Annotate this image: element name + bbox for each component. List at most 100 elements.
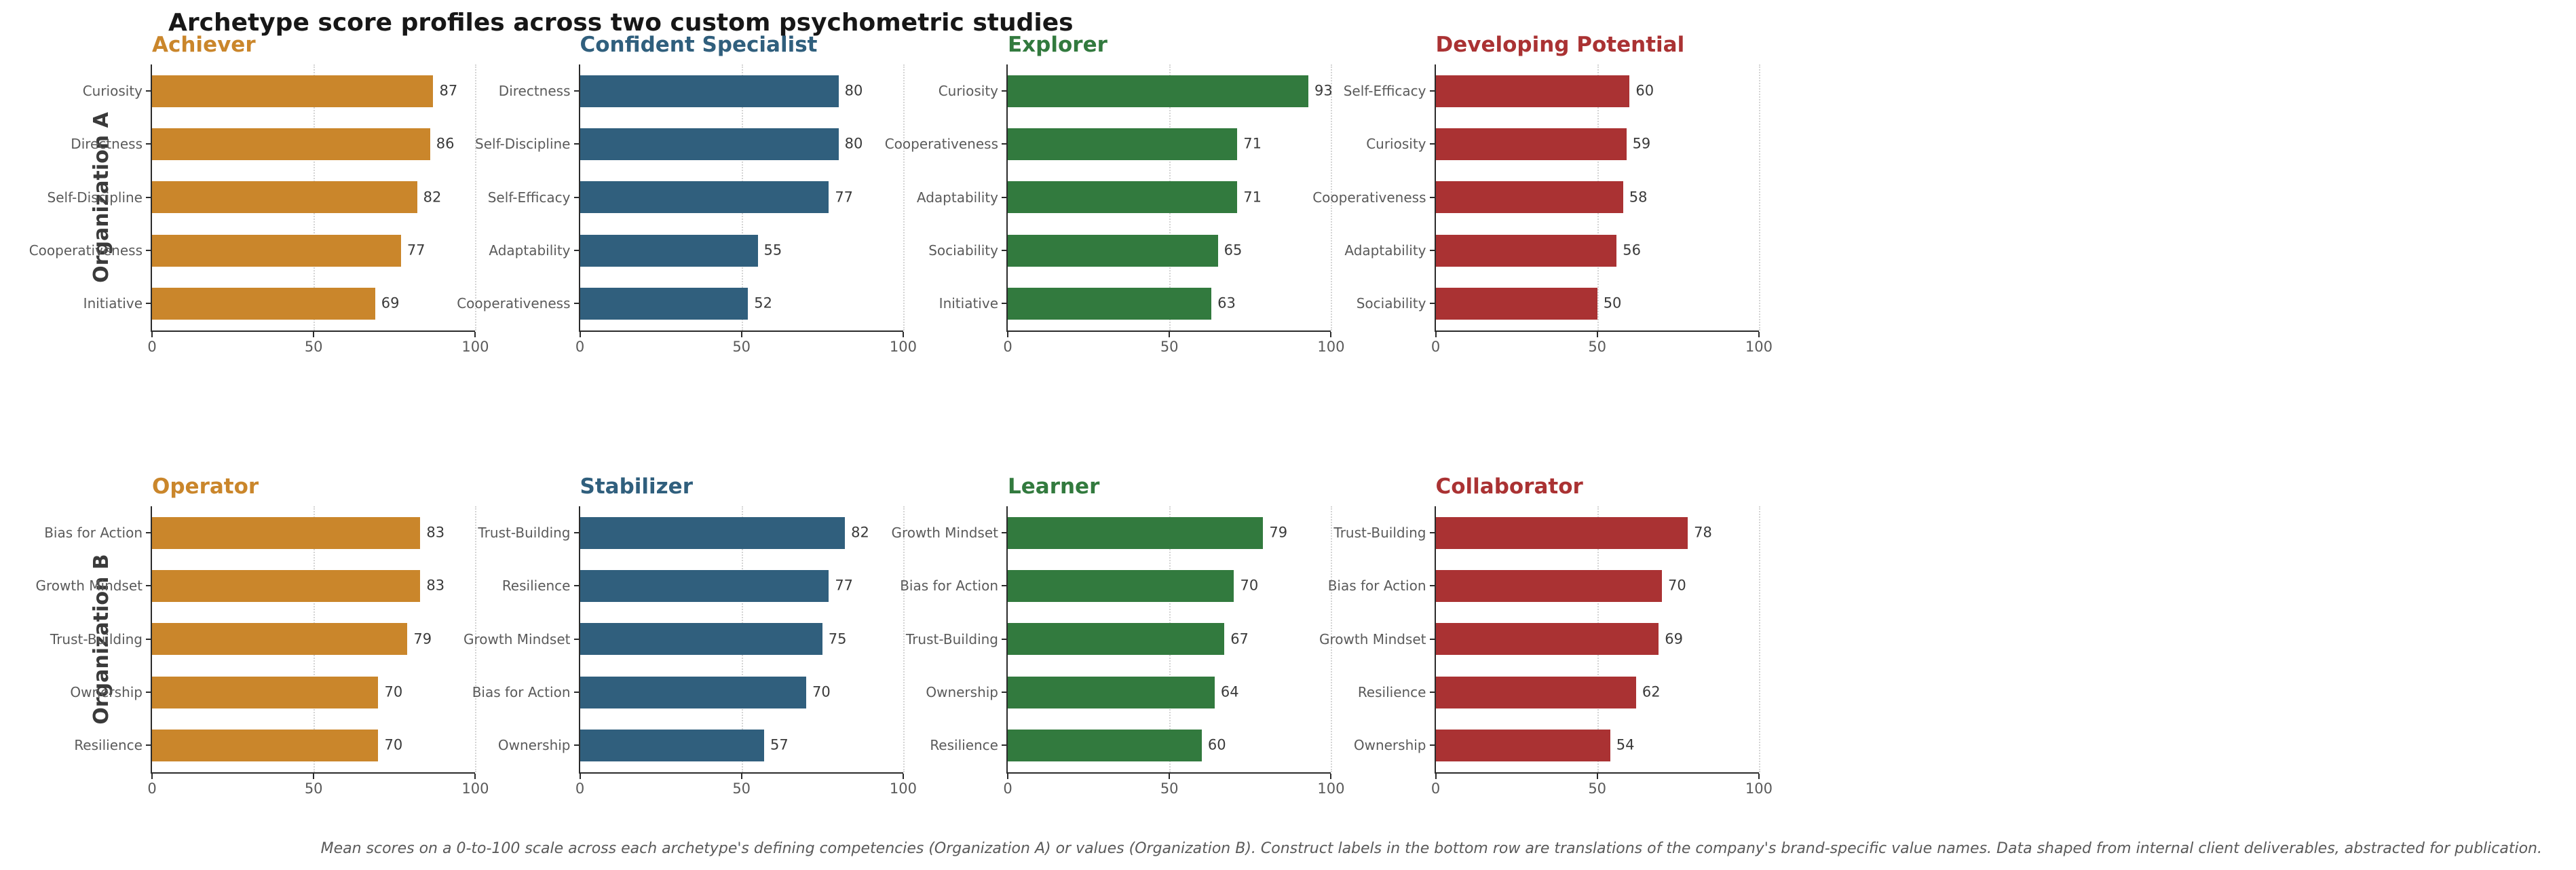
bar-value-label: 70 [384,683,403,700]
bar-value-label: 77 [835,577,854,594]
x-tick [151,331,153,337]
bar-value-label: 64 [1220,683,1239,700]
y-tick [573,692,579,694]
gridline-100-confident-specialist [903,64,905,330]
x-tick-label: 0 [147,780,157,797]
x-tick-label: 50 [1160,780,1179,797]
y-tick [146,692,151,694]
y-tick [146,250,151,252]
bar-value-label: 79 [1269,524,1288,541]
y-tick [1429,143,1435,145]
gridline-100-developing-potential [1758,64,1760,330]
x-tick-label: 0 [575,780,585,797]
y-tick [146,638,151,640]
y-tick [146,585,151,587]
bar-value-label: 87 [439,82,458,99]
category-label: Curiosity [938,83,998,100]
bar-operator-growth-mindset [152,569,421,602]
subplot-title-operator: Operator [152,474,259,499]
bar-operator-ownership [152,676,379,708]
x-tick [1435,773,1437,779]
bar-achiever-curiosity [152,75,434,107]
bar-value-label: 77 [406,242,425,259]
category-label: Bias for Action [472,684,571,701]
bar-value-label: 80 [844,135,863,152]
bar-value-label: 65 [1224,242,1243,259]
bar-stabilizer-bias-for-action [580,676,806,708]
bar-value-label: 93 [1314,82,1333,99]
category-label: Cooperativeness [457,295,571,312]
bar-explorer-adaptability [1008,181,1238,214]
bar-learner-bias-for-action [1008,569,1234,602]
bar-value-label: 60 [1635,82,1654,99]
category-label: Trust-Building [50,630,143,647]
x-tick-label: 0 [575,338,585,355]
x-tick-label: 100 [461,338,489,355]
bar-confident-specialist-adaptability [580,234,758,267]
x-tick-label: 100 [1745,780,1773,797]
category-label: Resilience [1357,684,1426,701]
category-label: Bias for Action [900,578,998,594]
bar-value-label: 58 [1629,189,1648,206]
x-tick-label: 100 [461,780,489,797]
bar-explorer-curiosity [1008,75,1309,107]
x-tick [1169,331,1171,337]
y-tick [573,638,579,640]
bar-developing-potential-cooperativeness [1435,181,1623,214]
x-tick-label: 100 [1317,780,1345,797]
y-tick [1429,303,1435,305]
x-tick-label: 0 [1003,780,1012,797]
y-tick [1002,744,1006,746]
bar-learner-ownership [1008,676,1215,708]
y-tick [146,143,151,145]
y-tick [1429,585,1435,587]
bar-value-label: 77 [835,189,854,206]
bar-learner-resilience [1008,729,1202,761]
bar-collaborator-growth-mindset [1435,623,1659,656]
bar-value-label: 70 [812,683,831,700]
bar-value-label: 50 [1603,295,1622,311]
subplot-title-stabilizer: Stabilizer [580,474,694,499]
y-tick [1429,692,1435,694]
y-tick [1002,143,1006,145]
category-label: Self-Efficacy [487,189,571,206]
bar-value-label: 75 [828,630,847,647]
bar-value-label: 70 [1667,577,1686,594]
category-label: Curiosity [1366,136,1426,153]
category-label: Cooperativeness [884,136,998,153]
y-tick [1002,90,1006,92]
bar-confident-specialist-directness [580,75,839,107]
bar-confident-specialist-self-discipline [580,128,839,160]
category-label: Bias for Action [1327,578,1426,594]
x-tick-label: 0 [147,338,157,355]
bar-value-label: 67 [1230,630,1249,647]
bar-value-label: 63 [1217,295,1236,311]
bar-stabilizer-trust-building [580,516,846,549]
x-tick [1007,331,1008,337]
category-label: Trust-Building [905,630,998,647]
subplot-title-confident-specialist: Confident Specialist [580,33,818,57]
gridline-100-collaborator [1758,506,1760,772]
bar-value-label: 59 [1632,135,1651,152]
y-tick [146,196,151,198]
y-tick [573,744,579,746]
category-label: Adaptability [916,189,998,206]
y-tick [573,250,579,252]
bar-operator-bias-for-action [152,516,421,549]
category-label: Ownership [497,737,571,754]
category-label: Ownership [70,684,143,701]
subplot-title-collaborator: Collaborator [1435,474,1583,499]
bar-confident-specialist-self-efficacy [580,181,829,214]
category-label: Self-Discipline [47,189,143,206]
x-tick-label: 0 [1003,338,1012,355]
bar-explorer-sociability [1008,234,1218,267]
category-label: Growth Mindset [463,630,571,647]
x-axis-spine-achiever [151,330,476,332]
category-label: Growth Mindset [891,525,999,542]
x-tick [1007,773,1008,779]
bar-stabilizer-resilience [580,569,829,602]
x-tick-label: 100 [1745,338,1773,355]
category-label: Trust-Building [478,525,571,542]
x-tick-label: 50 [1588,338,1607,355]
bar-developing-potential-curiosity [1435,128,1627,160]
